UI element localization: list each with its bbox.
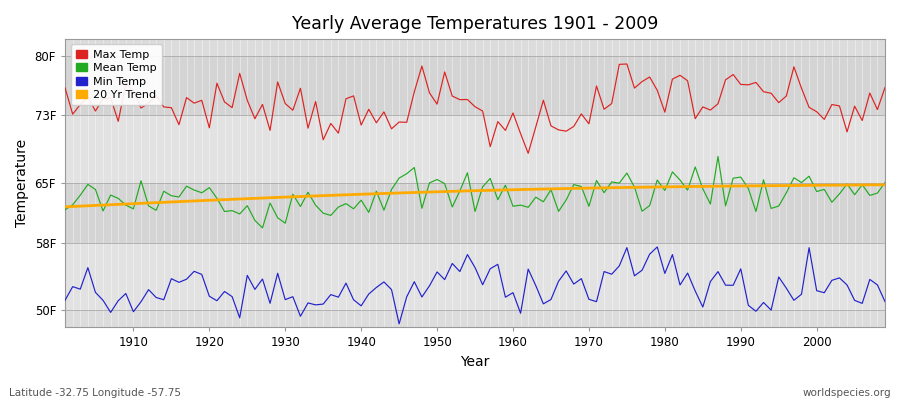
Bar (65, 242, 885, 310)
Bar (65, 56, 885, 115)
Legend: Max Temp, Mean Temp, Min Temp, 20 Yr Trend: Max Temp, Mean Temp, Min Temp, 20 Yr Tre… (70, 44, 162, 105)
Bar (65, 183, 885, 242)
Text: Latitude -32.75 Longitude -57.75: Latitude -32.75 Longitude -57.75 (9, 388, 181, 398)
Bar (65, 115, 885, 183)
Y-axis label: Temperature: Temperature (15, 139, 29, 227)
X-axis label: Year: Year (461, 355, 490, 369)
Text: worldspecies.org: worldspecies.org (803, 388, 891, 398)
Title: Yearly Average Temperatures 1901 - 2009: Yearly Average Temperatures 1901 - 2009 (292, 15, 658, 33)
